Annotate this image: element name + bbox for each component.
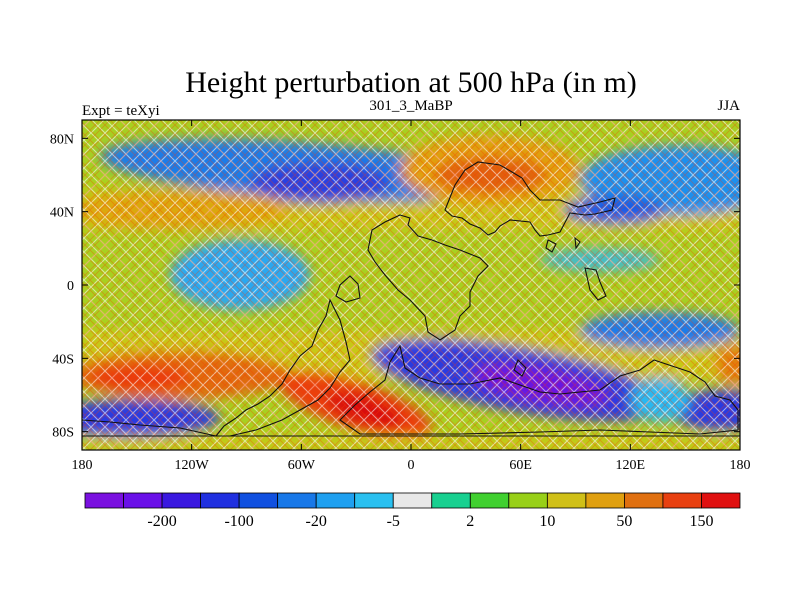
colorbar-swatch bbox=[469, 492, 510, 509]
y-tick-label: 80N bbox=[50, 132, 74, 147]
colorbar-swatch bbox=[354, 492, 394, 509]
y-tick-label: 80S bbox=[52, 426, 74, 441]
center-label: 301_3_MaBP bbox=[369, 98, 452, 114]
x-tick-label: 180 bbox=[72, 458, 93, 473]
colorbar-label: 50 bbox=[616, 513, 632, 530]
colorbar-swatch bbox=[431, 492, 471, 509]
colorbar-swatch bbox=[315, 492, 356, 509]
x-tick-label: 180 bbox=[730, 458, 751, 473]
right-label: JJA bbox=[717, 98, 740, 114]
colorbar-swatch bbox=[624, 492, 664, 509]
colorbar-swatch bbox=[277, 492, 317, 509]
colorbar-label: -200 bbox=[147, 513, 176, 530]
colorbar-swatch bbox=[546, 492, 587, 509]
coastlines bbox=[82, 161, 740, 437]
y-tick-label: 40S bbox=[52, 352, 74, 367]
colorbar-swatch bbox=[161, 492, 201, 509]
colorbar-label: -100 bbox=[224, 513, 253, 530]
x-tick-label: 120E bbox=[616, 458, 646, 473]
x-axis-ticks: 180 120W 60W 0 60E 120E 180 bbox=[72, 120, 751, 473]
colorbar-swatch bbox=[84, 492, 124, 509]
y-tick-label: 40N bbox=[50, 206, 74, 221]
colorbar-swatch bbox=[392, 492, 433, 509]
colorbar-label: -5 bbox=[387, 513, 400, 530]
x-tick-label: 120W bbox=[175, 458, 210, 473]
plot-title: Height perturbation at 500 hPa (in m) bbox=[185, 66, 637, 99]
x-tick-label: 60W bbox=[288, 458, 316, 473]
y-axis-ticks: 80N 40N 0 40S 80S bbox=[50, 132, 740, 441]
colorbar-label: 2 bbox=[466, 513, 474, 530]
colorbar-swatch bbox=[200, 492, 240, 509]
colorbar: -200 -100 -20 -5 2 10 50 150 bbox=[84, 492, 741, 530]
colorbar-label: 150 bbox=[689, 513, 713, 530]
colorbar-label: -20 bbox=[306, 513, 327, 530]
colorbar-swatch bbox=[508, 492, 548, 509]
colorbar-swatch bbox=[238, 492, 279, 509]
colorbar-label: 10 bbox=[539, 513, 555, 530]
x-tick-label: 0 bbox=[408, 458, 415, 473]
x-tick-label: 60E bbox=[509, 458, 532, 473]
colorbar-swatch bbox=[585, 492, 625, 509]
y-tick-label: 0 bbox=[67, 279, 74, 294]
colorbar-swatch bbox=[701, 492, 741, 509]
left-label: Expt = teXyi bbox=[82, 103, 160, 119]
colorbar-swatch bbox=[123, 492, 163, 509]
map-field bbox=[82, 120, 740, 450]
colorbar-swatch bbox=[662, 492, 702, 509]
